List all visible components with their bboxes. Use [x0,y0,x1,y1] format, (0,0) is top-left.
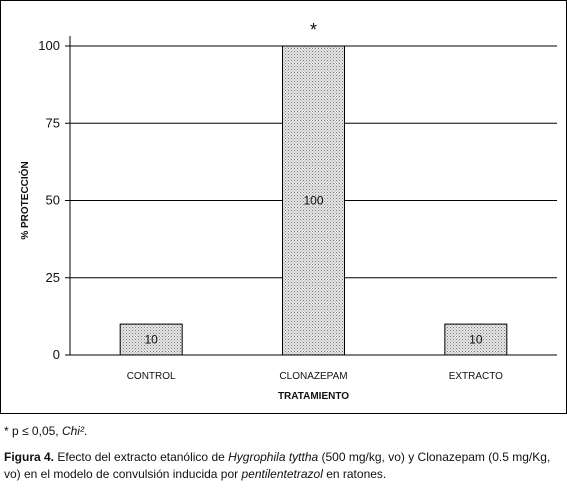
caption-text-3: en ratones. [322,467,387,481]
y-tick-label: 50 [46,193,60,208]
data-label: 100 [303,194,323,208]
figure-caption: Figura 4. Efecto del extracto etanólico … [4,449,564,483]
y-tick-label: 25 [46,270,60,285]
caption-text-1: Efecto del extracto etanólico de [54,450,229,464]
caption-species: Hygrophila tyttha [228,450,319,464]
category-label: EXTRACTO [449,371,503,382]
bar-chart: 0 25 50 75 100 10 CONTROL 100 * CLONAZEPAM 10 EXTRA… [0,0,567,414]
y-tick-label: 0 [53,347,60,362]
x-axis-title: TRATAMIENTO [278,391,349,402]
category-label: CONTROL [127,371,176,382]
caption-text-2: (500 mg/kg, vo) y Clonazepam (0.5 mg/Kg,… [4,450,551,481]
significance-marker: * [310,20,317,40]
y-axis-title: % PROTECCIÓN [18,161,31,239]
caption-label: Figura 4. [4,450,55,464]
data-label: 10 [144,333,158,347]
footnote-prefix: * p ≤ 0,05, [4,424,62,438]
footnote-test: Chi² [61,424,84,438]
category-label: CLONAZEPAM [279,371,347,382]
bar [119,323,183,356]
y-tick-label: 75 [46,115,60,130]
figure-frame: 0 25 50 75 100 10 CONTROL 100 * CLONAZEPAM 10 EXTRA… [0,0,567,414]
footnote-suffix: . [83,424,88,438]
significance-footnote: * p ≤ 0,05, Chi². [4,424,87,438]
data-label: 10 [469,333,483,347]
caption-compound: pentilentetrazol [241,467,323,481]
y-tick-label: 100 [38,38,60,53]
